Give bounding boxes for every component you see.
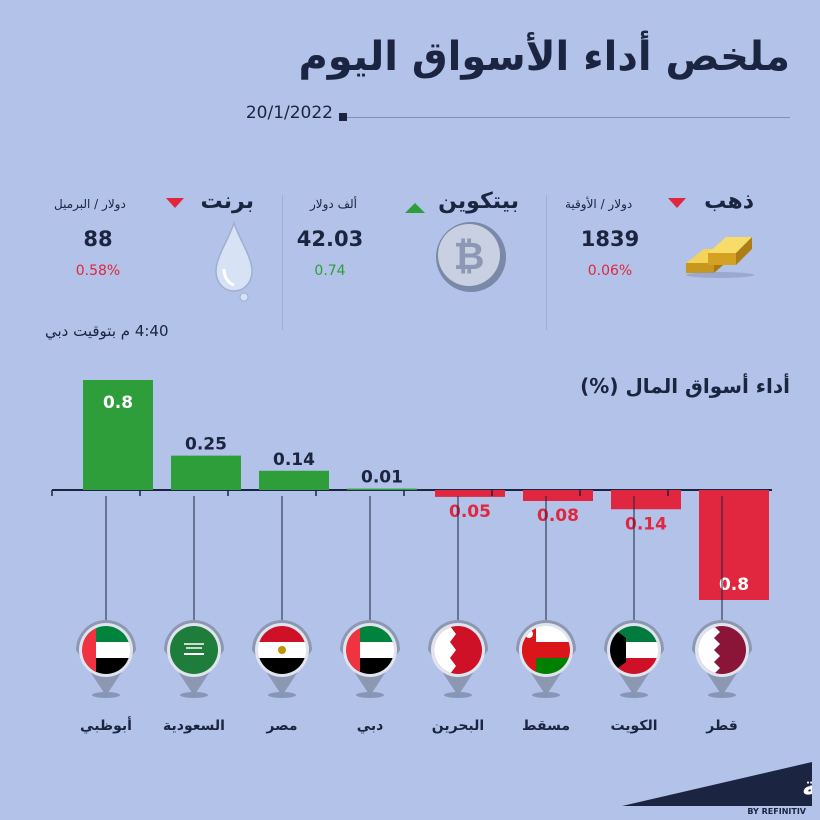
ticker-bitcoin-unit: ألف دولار [310, 197, 358, 211]
date-marker [339, 113, 347, 121]
country-label: الكويت [610, 718, 657, 734]
ticker-bitcoin-change: 0.74 [314, 263, 346, 279]
bar-value-label: 0.01 [361, 468, 403, 488]
country-label: مصر [265, 718, 297, 734]
ticker-brent-name: برنت [200, 189, 255, 214]
ticker-gold-unit: دولار / الأوقية [565, 197, 633, 211]
bar-3 [259, 470, 329, 490]
ticker-brent-change: 0.58% [75, 263, 121, 279]
market-performance-chart: 0.8 أبوظبي 0.25 السعودية 0.14 مصر 0.01 دبي 0.05 ا… [51, 380, 772, 734]
ticker-divider [546, 195, 547, 330]
bitcoin-icon: ₿ [436, 222, 506, 292]
svg-text:₿: ₿ [454, 234, 485, 278]
ticker-brent-unit: دولار / البرميل [54, 197, 126, 211]
ticker-gold-change: 0.06% [587, 263, 633, 279]
uae-flag-icon [340, 620, 400, 698]
bar-4 [347, 488, 417, 491]
country-label: البحرين [432, 718, 484, 734]
egypt-flag-icon [252, 620, 312, 698]
country-label: مسقط [522, 718, 570, 734]
saudi-flag-icon [164, 620, 224, 698]
svg-text:زاوية: زاوية [802, 772, 812, 802]
ticker-brent: برنت دولار / البرميل 88 0.58% [54, 183, 255, 333]
time-note: 4:40 م بتوقيت دبي [45, 322, 169, 340]
zawya-logo: زاوية BY REFINITIV [622, 762, 812, 816]
bar-1 [83, 380, 153, 490]
uae-flag-icon [76, 620, 136, 698]
country-label: قطر [705, 718, 738, 734]
country-label: أبوظبي [80, 716, 132, 734]
bar-value-label: 0.8 [103, 393, 133, 413]
date-divider [345, 117, 790, 118]
oman-flag-icon [516, 620, 576, 698]
bar-value-label: 0.05 [449, 502, 491, 522]
svg-text:BY REFINITIV: BY REFINITIV [747, 807, 806, 816]
page-title: ملخص أداء الأسواق اليوم [298, 34, 790, 80]
bar-value-label: 0.8 [719, 575, 749, 595]
bar-value-label: 0.08 [537, 506, 579, 526]
up-arrow-icon [405, 203, 425, 213]
ticker-divider [282, 195, 283, 330]
bar-value-label: 0.14 [273, 450, 315, 470]
bar-6 [523, 490, 593, 501]
bar-7 [611, 490, 681, 510]
ticker-bitcoin-value: 42.03 [296, 227, 364, 251]
date-label: 20/1/2022 [245, 103, 333, 123]
down-arrow-icon [668, 198, 686, 208]
down-arrow-icon [166, 198, 184, 208]
country-label: السعودية [163, 718, 225, 734]
bahrain-flag-icon [428, 620, 488, 698]
bar-5 [435, 490, 505, 497]
bar-2 [171, 455, 241, 490]
bar-value-label: 0.14 [625, 514, 667, 534]
kuwait-flag-icon [604, 620, 664, 698]
ticker-gold: ذهب دولار / الأوقية 1839 0.06% [565, 183, 754, 333]
oil-drop-icon [215, 220, 253, 302]
ticker-gold-value: 1839 [580, 227, 640, 251]
chart-title: أداء أسواق المال (%) [580, 374, 790, 398]
country-label: دبي [357, 718, 384, 734]
ticker-bitcoin: بيتكوين ألف دولار 42.03 0.74 ₿ [297, 183, 519, 333]
qatar-flag-icon [692, 620, 752, 698]
ticker-bitcoin-name: بيتكوين [438, 189, 519, 214]
bar-value-label: 0.25 [185, 435, 227, 455]
gold-bars-icon [686, 237, 754, 278]
ticker-gold-name: ذهب [704, 189, 754, 214]
bar-8 [699, 490, 769, 600]
ticker-brent-value: 88 [83, 227, 113, 251]
